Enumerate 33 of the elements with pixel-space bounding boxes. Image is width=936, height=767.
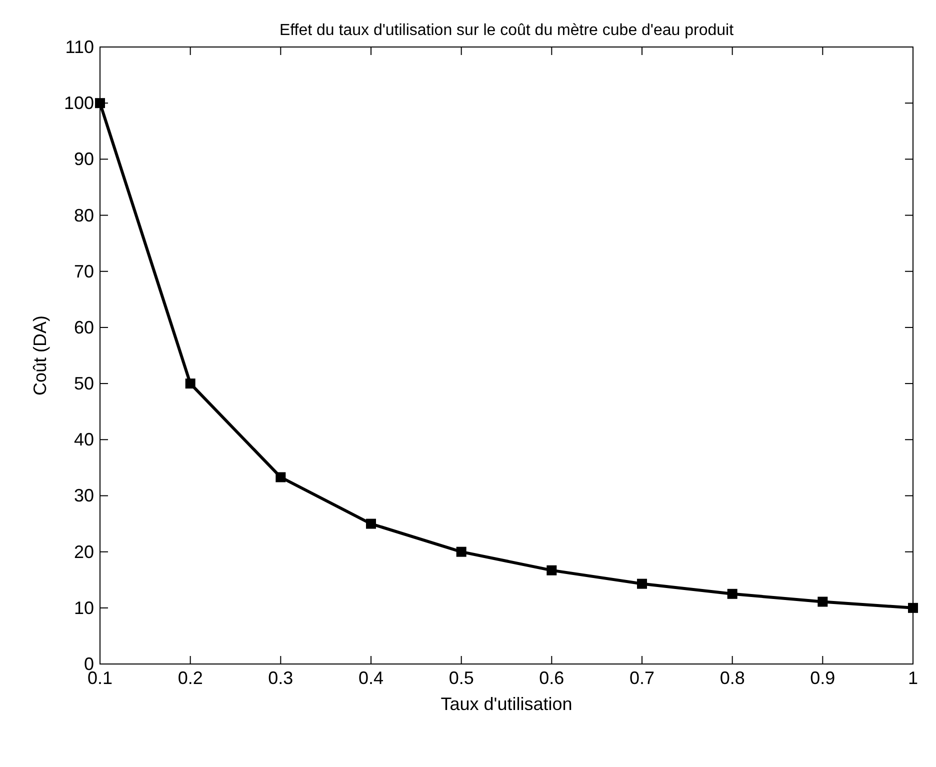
- point: [276, 472, 286, 482]
- point: [456, 546, 466, 557]
- y-tick-label: 60: [74, 317, 94, 338]
- x-tick-label: 1: [908, 668, 918, 688]
- y-tick-label: 40: [74, 430, 94, 450]
- point: [546, 565, 557, 576]
- y-tick-label: 110: [65, 37, 94, 57]
- point: [908, 602, 918, 613]
- point: [727, 588, 738, 599]
- point: [818, 596, 828, 607]
- y-tick-label: 30: [74, 486, 94, 506]
- y-tick-label: 80: [74, 205, 94, 226]
- y-tick-label: 20: [74, 542, 94, 562]
- point: [366, 518, 376, 529]
- x-tick-label: 0.7: [629, 668, 655, 688]
- x-tick-label: 0.6: [539, 668, 564, 688]
- x-tick-label: 0.5: [448, 668, 474, 688]
- point: [637, 578, 647, 589]
- y-tick-label: 100: [64, 93, 94, 114]
- x-tick-label: 0.9: [810, 668, 836, 688]
- y-axis-title: Coût (DA): [30, 315, 50, 396]
- y-tick-label: 50: [74, 374, 94, 394]
- y-tick-label: 70: [74, 261, 94, 282]
- chart-title: Effet du taux d'utilisation sur le coût du mètre cube d'eau produit: [279, 22, 734, 39]
- x-tick-label: 0.8: [720, 668, 745, 688]
- y-tick-label: 10: [74, 598, 94, 618]
- point: [185, 378, 196, 389]
- x-tick-label: 0.4: [358, 668, 384, 688]
- x-tick-label: 0.3: [268, 668, 294, 688]
- point: [95, 98, 105, 108]
- y-tick-label: 90: [74, 149, 94, 170]
- x-tick-label: 0.2: [178, 668, 203, 688]
- x-axis-title: Taux d'utilisation: [440, 694, 572, 714]
